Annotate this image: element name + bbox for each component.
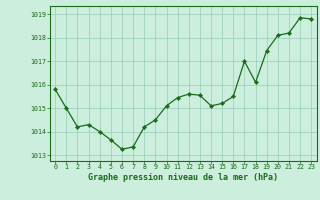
X-axis label: Graphe pression niveau de la mer (hPa): Graphe pression niveau de la mer (hPa) (88, 173, 278, 182)
